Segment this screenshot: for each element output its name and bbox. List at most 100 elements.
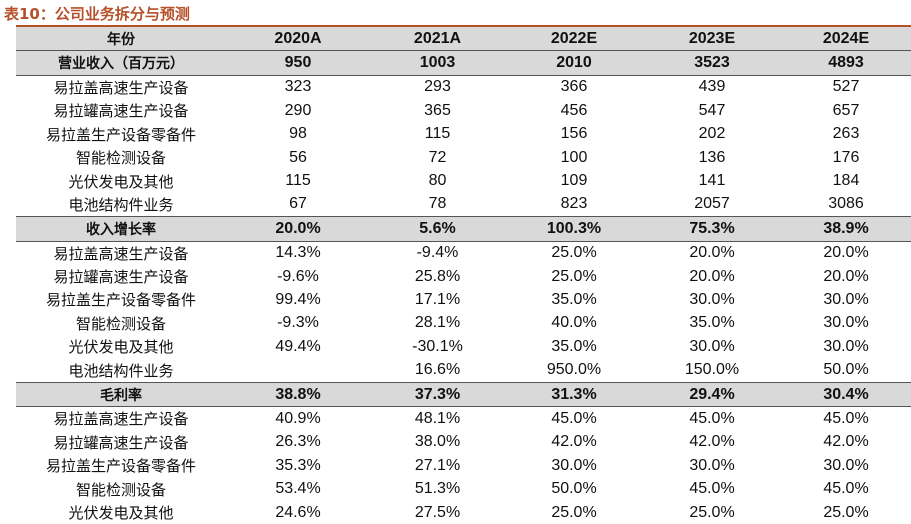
- header-row: 年份 2020A 2021A 2022E 2023E 2024E: [16, 27, 911, 52]
- table-cell: 141: [698, 172, 726, 190]
- table-cell: 3523: [643, 50, 781, 76]
- table-cell: 29.4%: [643, 381, 781, 408]
- section-row: 营业收入（百万元） 950 1003 2010 3523 4893: [16, 50, 911, 76]
- table-cell: 16.6%: [414, 361, 461, 379]
- table-cell: 45.0%: [823, 480, 869, 498]
- table-cell: 50.0%: [823, 361, 869, 379]
- table-cell: 202: [698, 125, 726, 143]
- table-cell: 30.0%: [551, 456, 597, 474]
- table-row: 电池结构件业务 16.6% 950.0% 150.0% 50.0%: [16, 358, 911, 382]
- table-cell: 45.0%: [689, 480, 735, 498]
- table-cell: 35.0%: [689, 314, 735, 332]
- forecast-table: 年份 2020A 2021A 2022E 2023E 2024E 营业收入（百万…: [16, 27, 911, 524]
- table-cell: 290: [284, 101, 312, 119]
- table-title: 表10：公司业务拆分与预测: [4, 5, 190, 23]
- row-label: 易拉盖生产设备零备件: [45, 457, 196, 476]
- row-label: 电池结构件业务: [68, 195, 174, 214]
- table-cell: 136: [698, 148, 726, 166]
- table-cell: 35.0%: [551, 337, 597, 355]
- row-label: 智能检测设备: [75, 480, 166, 499]
- header-cell: 2022E: [505, 27, 643, 52]
- table-row: 易拉盖高速生产设备 323 293 366 439 527: [16, 75, 911, 99]
- table-cell: 527: [832, 78, 860, 96]
- table-cell: 51.3%: [414, 480, 461, 498]
- table-cell: 56: [289, 148, 307, 166]
- table-cell: 45.0%: [823, 409, 869, 427]
- table-cell: 75.3%: [643, 216, 781, 242]
- table-cell: 100: [560, 148, 588, 166]
- row-label: 易拉盖生产设备零备件: [45, 291, 196, 310]
- table-cell: 14.3%: [275, 244, 321, 262]
- table-cell: 293: [424, 78, 451, 96]
- table-cell: 30.0%: [689, 456, 735, 474]
- table-cell: 323: [284, 78, 312, 96]
- table-cell: 31.3%: [505, 381, 643, 408]
- table-cell: 80: [428, 172, 447, 190]
- table-row: 易拉盖生产设备零备件 35.3% 27.1% 30.0% 30.0% 30.0%: [16, 454, 911, 477]
- table-cell: 950.0%: [546, 361, 602, 379]
- table-cell: 25.0%: [689, 503, 735, 521]
- table-cell: 25.8%: [414, 267, 461, 285]
- table-cell: 53.4%: [275, 480, 321, 498]
- header-cell: 2020A: [226, 27, 370, 52]
- section-row: 毛利率 38.8% 37.3% 31.3% 29.4% 30.4%: [16, 381, 911, 408]
- row-label: 智能检测设备: [75, 314, 166, 333]
- table-cell: 67: [289, 195, 307, 213]
- table-cell: 38.9%: [781, 216, 911, 242]
- table-cell: 176: [832, 148, 860, 166]
- table-cell: 72: [428, 148, 447, 166]
- table-row: 光伏发电及其他 115 80 109 141 184: [16, 169, 911, 192]
- table-cell: 823: [560, 195, 588, 213]
- row-label: 易拉罐高速生产设备: [53, 268, 189, 287]
- table-cell: 42.0%: [689, 433, 735, 451]
- table-cell: 35.3%: [275, 456, 321, 474]
- table-cell: 17.1%: [414, 290, 461, 308]
- header-cell: 2023E: [643, 27, 781, 52]
- table-cell: 4893: [781, 50, 911, 76]
- table-cell: 657: [832, 101, 860, 119]
- table-cell: 27.5%: [414, 503, 461, 521]
- table-cell: -30.1%: [412, 337, 463, 355]
- table-row: 光伏发电及其他 49.4% -30.1% 35.0% 30.0% 30.0%: [16, 335, 911, 358]
- table-cell: 109: [560, 172, 588, 190]
- table-row: 易拉盖高速生产设备 14.3% -9.4% 25.0% 20.0% 20.0%: [16, 241, 911, 265]
- table-cell: 78: [428, 195, 447, 213]
- table-row: 易拉罐高速生产设备 -9.6% 25.8% 25.0% 20.0% 20.0%: [16, 265, 911, 288]
- table-cell: -9.3%: [277, 314, 319, 332]
- header-cell: 年份: [16, 27, 226, 52]
- row-label: 光伏发电及其他: [68, 504, 174, 522]
- table-cell: 48.1%: [414, 409, 461, 427]
- table-cell: 20.0%: [823, 244, 869, 262]
- table-cell: 42.0%: [823, 433, 869, 451]
- header-cell: 2024E: [781, 27, 911, 52]
- table-cell: 3086: [828, 195, 864, 213]
- table-cell: 366: [560, 78, 588, 96]
- table-cell: 115: [285, 172, 311, 190]
- row-label: 光伏发电及其他: [68, 172, 174, 191]
- row-label: 毛利率: [16, 381, 226, 408]
- table-row: 智能检测设备 53.4% 51.3% 50.0% 45.0% 45.0%: [16, 477, 911, 500]
- table-cell: 45.0%: [551, 409, 597, 427]
- table-cell: 439: [698, 78, 726, 96]
- table-cell: [226, 358, 370, 382]
- table-cell: 30.0%: [823, 337, 869, 355]
- table-cell: 20.0%: [823, 267, 869, 285]
- row-label: 营业收入（百万元）: [16, 50, 226, 76]
- table-cell: 27.1%: [414, 456, 461, 474]
- row-label: 易拉盖高速生产设备: [53, 78, 189, 97]
- table-cell: 25.0%: [823, 503, 869, 521]
- table-cell: 42.0%: [551, 433, 597, 451]
- row-label: 智能检测设备: [75, 149, 166, 168]
- table-row: 易拉罐高速生产设备 290 365 456 547 657: [16, 99, 911, 122]
- table-cell: -9.4%: [416, 244, 459, 262]
- table-cell: 30.0%: [823, 314, 869, 332]
- table-cell: 20.0%: [689, 267, 735, 285]
- row-label: 光伏发电及其他: [68, 338, 174, 357]
- row-label: 易拉盖高速生产设备: [53, 410, 189, 429]
- table-row: 易拉盖生产设备零备件 99.4% 17.1% 35.0% 30.0% 30.0%: [16, 288, 911, 311]
- table-cell: 28.1%: [414, 314, 461, 332]
- row-label: 电池结构件业务: [68, 361, 174, 380]
- table-cell: 26.3%: [275, 433, 321, 451]
- header-cell: 2021A: [370, 27, 505, 52]
- table-cell: 456: [560, 101, 588, 119]
